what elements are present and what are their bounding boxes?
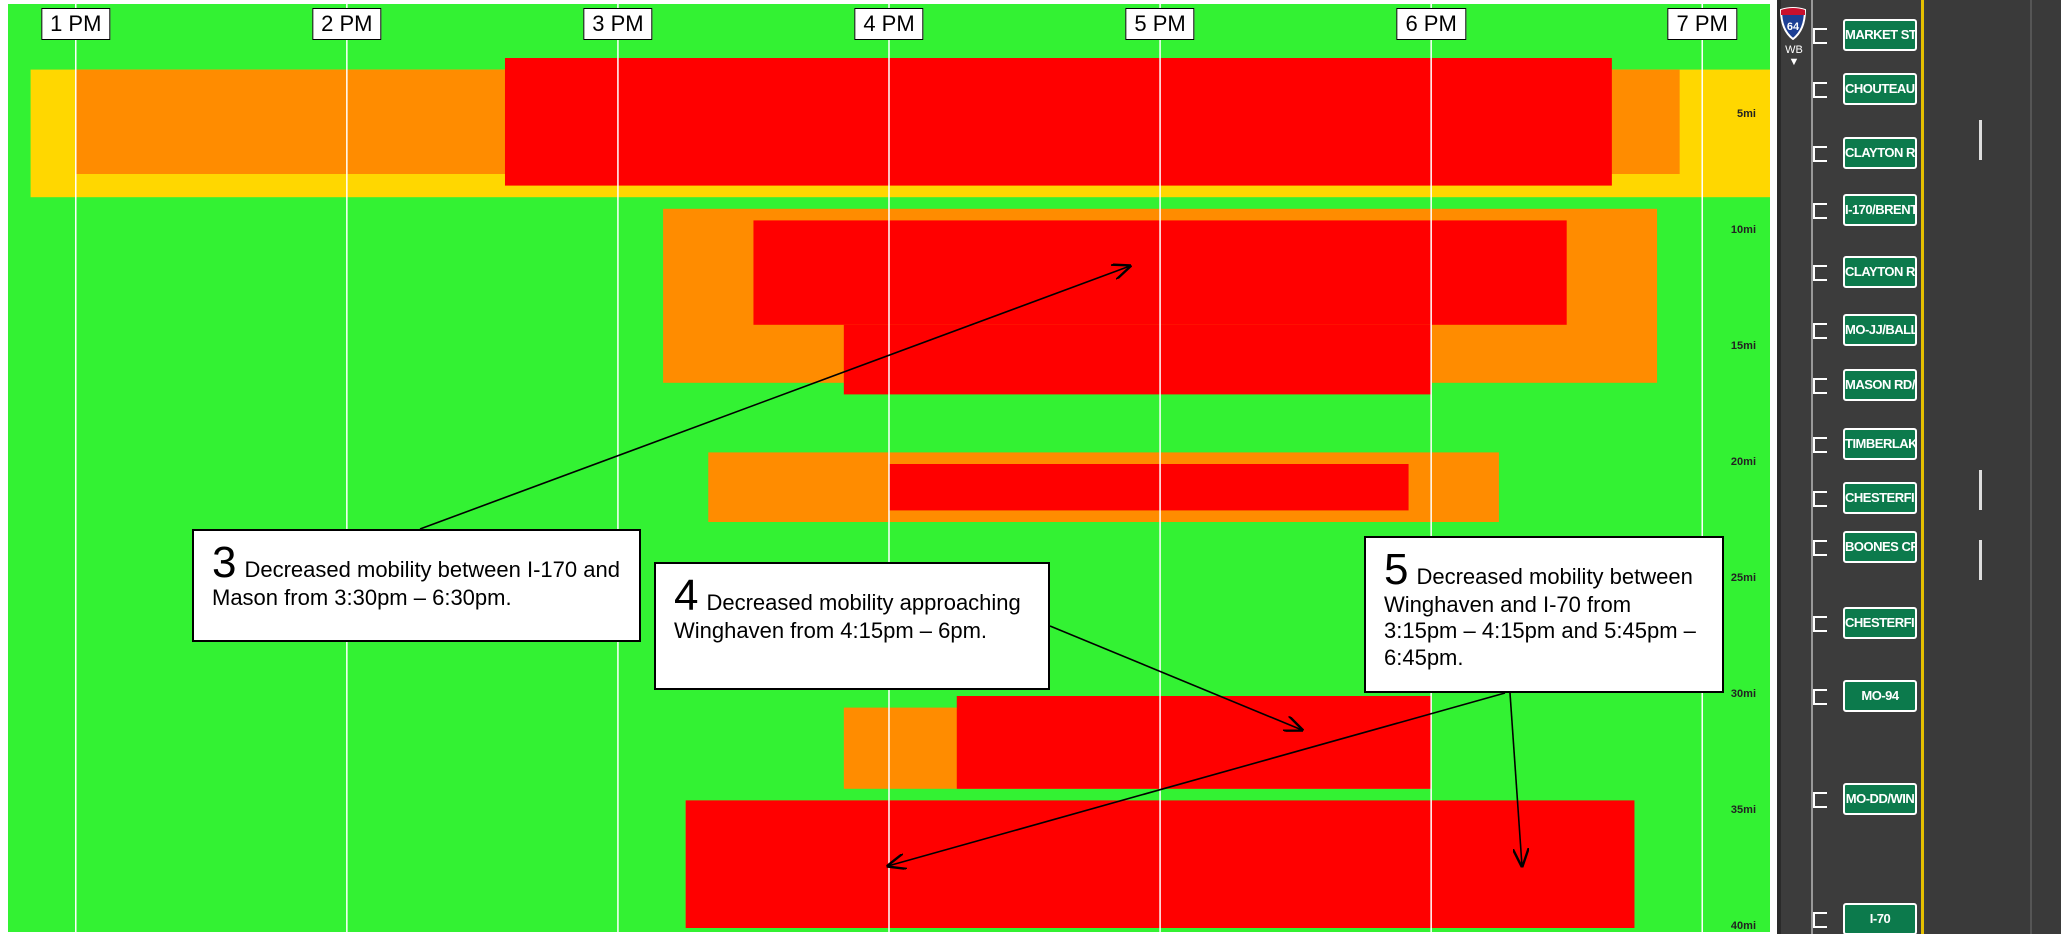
lane-divider	[2030, 0, 2032, 934]
exit-connector	[1813, 540, 1827, 556]
annotation-5: 5 Decreased mobility between Winghaven an…	[1364, 536, 1724, 693]
exit-connector	[1813, 28, 1827, 44]
exit-sign: CHESTERFIE	[1843, 607, 1917, 639]
exit-sign: CLAYTON RD.	[1843, 256, 1917, 288]
exit-connector	[1813, 689, 1827, 705]
route-panel	[1777, 0, 2061, 934]
exit-connector	[1813, 378, 1827, 394]
annotation-number: 5	[1384, 545, 1409, 594]
exit-sign: CHESTERFIE	[1843, 482, 1917, 514]
congestion-region-severe	[843, 324, 1432, 395]
road-lanes	[1926, 0, 2061, 934]
exit-sign: BOONES CRO	[1843, 531, 1917, 563]
exit-connector	[1813, 437, 1827, 453]
distance-tick-label: 20mi	[1730, 456, 1756, 468]
exit-stem-line	[1811, 0, 1813, 934]
time-tick-label: 6 PM	[1396, 8, 1466, 40]
annotation-text: Decreased mobility approaching Winghaven…	[674, 590, 1021, 643]
distance-tick-label: 40mi	[1730, 920, 1756, 932]
time-tick-label: 1 PM	[41, 8, 111, 40]
exit-connector	[1813, 82, 1827, 98]
time-tick-label: 5 PM	[1125, 8, 1195, 40]
road-edge-line	[1922, 0, 1924, 934]
exit-sign: MASON RD/E	[1843, 369, 1917, 401]
annotation-text: Decreased mobility between Winghaven and…	[1384, 564, 1696, 670]
exit-sign: CHOUTEAU A	[1843, 73, 1917, 105]
distance-tick-label: 35mi	[1730, 804, 1756, 816]
exit-connector	[1813, 146, 1827, 162]
distance-tick-label: 25mi	[1730, 572, 1756, 584]
exit-sign: I-170/BRENT	[1843, 194, 1917, 226]
exit-connector	[1813, 912, 1827, 928]
distance-tick-label: 5mi	[1737, 108, 1756, 120]
distance-tick-label: 15mi	[1730, 340, 1756, 352]
exit-sign: MO-JJ/BALL	[1843, 314, 1917, 346]
annotation-text: Decreased mobility between I-170 and Mas…	[212, 557, 620, 610]
congestion-region-severe	[504, 58, 1612, 186]
interstate-shield-icon: 64	[1779, 7, 1807, 40]
shield-number: 64	[1787, 21, 1800, 33]
exit-sign: MO-94	[1843, 680, 1917, 712]
distance-tick-label: 30mi	[1730, 688, 1756, 700]
exit-connector	[1813, 792, 1827, 808]
exit-sign: I-70	[1843, 903, 1917, 935]
exit-connector	[1813, 323, 1827, 339]
exit-sign: MO-DD/WIN	[1843, 783, 1917, 815]
annotation-3: 3 Decreased mobility between I-170 and Ma…	[192, 529, 641, 642]
annotation-4: 4 Decreased mobility approaching Winghave…	[654, 562, 1050, 690]
direction-label: WB ▼	[1785, 44, 1803, 68]
congestion-region-severe	[956, 696, 1432, 789]
exit-sign: MARKET STA	[1843, 19, 1917, 51]
time-tick-label: 4 PM	[854, 8, 924, 40]
congestion-region-severe	[889, 464, 1409, 511]
exit-connector	[1813, 265, 1827, 281]
annotation-number: 4	[674, 571, 699, 620]
distance-tick-label: 10mi	[1730, 224, 1756, 236]
time-tick-label: 7 PM	[1667, 8, 1737, 40]
exit-connector	[1813, 491, 1827, 507]
exit-sign: TIMBERLAKE	[1843, 428, 1917, 460]
exit-connector	[1813, 616, 1827, 632]
time-tick-label: 2 PM	[312, 8, 382, 40]
time-tick-label: 3 PM	[583, 8, 653, 40]
exit-connector	[1813, 203, 1827, 219]
exit-sign: CLAYTON RD.	[1843, 137, 1917, 169]
annotation-number: 3	[212, 538, 237, 587]
